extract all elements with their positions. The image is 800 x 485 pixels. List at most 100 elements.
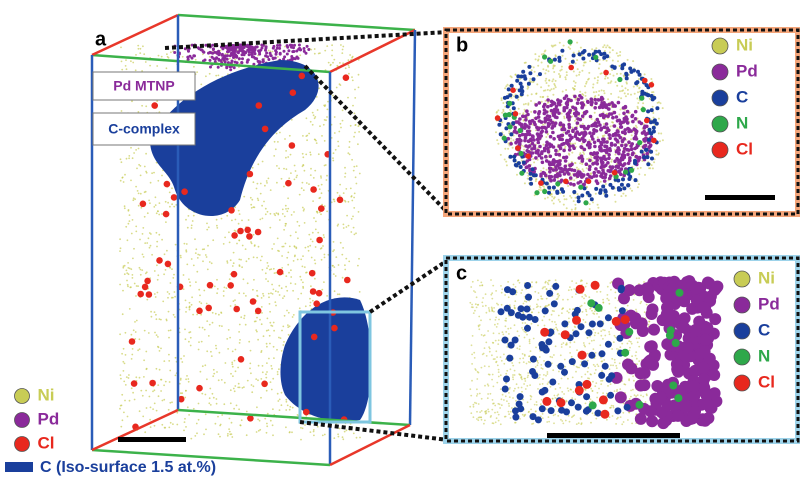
atom [259, 182, 262, 185]
atom [253, 278, 255, 281]
atom [557, 152, 562, 157]
atom [308, 183, 310, 186]
atom [287, 156, 290, 158]
atom [259, 318, 261, 321]
atom [626, 152, 630, 157]
atom [139, 200, 147, 208]
atom [322, 245, 324, 247]
atom [564, 76, 567, 79]
atom [596, 291, 598, 293]
atom [531, 77, 536, 82]
atom [357, 73, 360, 76]
atom [564, 101, 569, 106]
atom [624, 194, 627, 197]
atom [216, 288, 219, 290]
atom [571, 128, 575, 133]
atom [301, 206, 304, 209]
atom [234, 304, 237, 306]
atom [515, 383, 518, 386]
atom [121, 352, 123, 355]
atom [594, 385, 597, 388]
atom [580, 422, 583, 424]
atom [217, 57, 221, 61]
atom [513, 324, 516, 327]
atom [586, 336, 589, 339]
atom [603, 92, 606, 95]
atom [276, 165, 278, 167]
atom [538, 356, 541, 358]
atom [278, 43, 282, 47]
atom [231, 232, 238, 239]
atom [606, 44, 609, 47]
atom [305, 135, 308, 138]
atom [243, 317, 246, 320]
atom [125, 376, 128, 378]
atom [594, 192, 597, 195]
atom [296, 56, 300, 60]
atom [336, 191, 339, 194]
atom [638, 345, 641, 348]
atom [352, 215, 354, 218]
atom [206, 378, 208, 381]
atom [546, 98, 550, 102]
atom [348, 66, 350, 69]
atom [245, 410, 248, 413]
atom [514, 421, 517, 424]
atom [229, 389, 232, 392]
atom [522, 119, 525, 122]
atom [570, 160, 573, 163]
atom [482, 297, 484, 299]
atom [649, 108, 654, 113]
atom [536, 74, 539, 77]
atom [139, 165, 142, 167]
atom [616, 418, 618, 420]
atom [555, 323, 557, 326]
atom [303, 266, 306, 268]
atom [592, 140, 597, 145]
atom [486, 383, 489, 386]
atom [617, 60, 619, 63]
atom [513, 369, 516, 372]
atom [604, 75, 607, 78]
atom [529, 398, 532, 401]
atom [528, 171, 533, 176]
atom [336, 64, 339, 67]
atom [560, 65, 563, 68]
atom [568, 317, 570, 320]
atom [575, 423, 578, 425]
atom [304, 246, 307, 249]
atom [353, 196, 355, 199]
atom [595, 155, 600, 159]
atom [614, 153, 617, 156]
atom [646, 162, 651, 167]
atom [231, 350, 234, 353]
atom [336, 293, 339, 296]
atom [589, 102, 594, 107]
atom [287, 324, 289, 326]
atom [241, 244, 244, 247]
atom [587, 52, 592, 57]
atom [471, 379, 473, 382]
atom [529, 361, 531, 364]
atom [355, 182, 358, 185]
atom [588, 131, 592, 135]
atom [183, 355, 185, 357]
atom [567, 152, 570, 155]
atom [487, 408, 489, 411]
atom [562, 342, 565, 344]
atom [559, 76, 561, 79]
atom [241, 57, 244, 61]
atom [642, 77, 648, 84]
atom [341, 436, 344, 439]
atom [220, 217, 223, 220]
atom [358, 172, 361, 175]
atom [232, 66, 236, 70]
atom [499, 407, 501, 409]
atom [278, 167, 280, 170]
atom [613, 334, 616, 337]
atom [288, 325, 291, 328]
atom [553, 71, 556, 73]
atom [607, 299, 610, 302]
atom [285, 179, 292, 187]
atom [285, 150, 287, 152]
